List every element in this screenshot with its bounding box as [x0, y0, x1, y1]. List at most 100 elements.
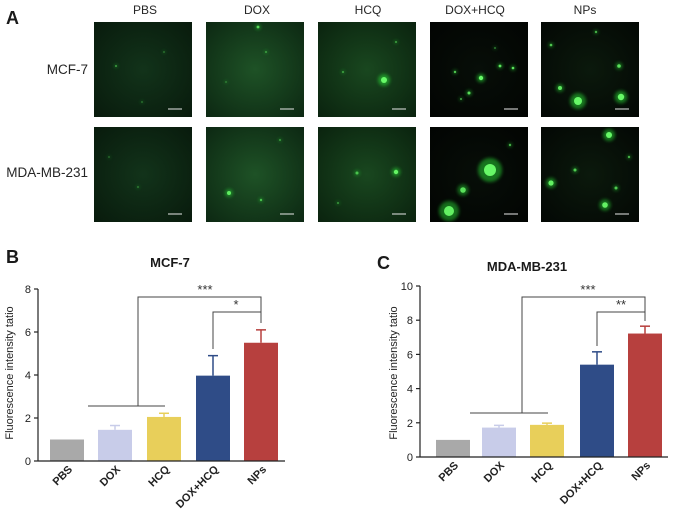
fluorescent-cell — [227, 191, 231, 195]
column-header-dox: DOX — [244, 3, 270, 17]
y-tick-label: 0 — [407, 452, 413, 464]
column-header-hcq: HCQ — [355, 3, 382, 17]
fluorescent-cell — [108, 156, 110, 158]
micrograph-mda-mb-231-hcq — [318, 127, 416, 222]
bar-dox-hcq — [580, 364, 614, 457]
y-tick-label: 6 — [407, 349, 413, 361]
micrograph-background — [318, 127, 416, 222]
y-axis-label-c: Fluorescence intensity tatio — [388, 306, 400, 439]
fluorescence-halo — [162, 50, 166, 54]
column-header-nps: NPs — [574, 3, 597, 17]
y-tick-label: 2 — [407, 418, 413, 430]
fluorescent-cell — [137, 186, 139, 188]
bar-dox — [98, 429, 132, 461]
fluorescent-cell — [558, 86, 562, 90]
fluorescent-cell — [444, 206, 454, 216]
fluorescence-halo — [336, 201, 340, 205]
micrograph-mcf-7-dox-hcq — [430, 22, 528, 117]
fluorescent-cell — [549, 43, 553, 47]
fluorescent-cell — [355, 171, 359, 175]
fluorescent-cell — [265, 51, 267, 53]
significance-label: * — [233, 297, 238, 312]
x-tick-label-pbs: PBS — [51, 464, 75, 488]
fluorescent-cell — [453, 70, 457, 74]
micrograph-mcf-7-hcq — [318, 22, 416, 117]
fluorescent-cell — [467, 91, 471, 95]
bar-pbs — [436, 439, 470, 457]
micrograph-mcf-7-nps — [541, 22, 639, 117]
fluorescence-halo — [278, 138, 282, 142]
micrograph-mda-mb-231-dox — [206, 127, 304, 222]
fluorescent-cell — [617, 93, 625, 101]
micrograph-mcf-7-dox — [206, 22, 304, 117]
fluorescent-cell — [381, 77, 387, 83]
fluorescent-cell — [141, 101, 143, 103]
fluorescent-cell — [342, 71, 344, 73]
bar-nps — [628, 333, 662, 457]
panel-b: B MCF-7 Fluorescence intensity tatio 0 2 4… — [4, 247, 285, 511]
row-label-mda-mb-231: MDA-MB-231 — [6, 165, 88, 180]
significance-label: *** — [197, 282, 212, 297]
fluorescent-cell — [498, 64, 502, 68]
y-tick-label: 10 — [401, 281, 413, 293]
fluorescent-cell — [511, 66, 515, 70]
micrograph-mcf-7-pbs — [94, 22, 192, 117]
fluorescence-halo — [136, 185, 140, 189]
fluorescent-cell — [393, 169, 399, 175]
significance-label: ** — [616, 297, 626, 312]
panel-a: A PBS DOX HCQ DOX+HCQ NPs MCF-7 MDA-MB-2… — [6, 3, 639, 222]
fluorescent-cell — [460, 187, 466, 193]
x-tick-label-hcq: HCQ — [529, 459, 555, 485]
micrograph-background — [206, 127, 304, 222]
fluorescent-cell — [225, 81, 227, 83]
x-tick-label-nps: NPs — [245, 464, 269, 488]
micrograph-background — [206, 22, 304, 117]
fluorescent-cell — [337, 202, 339, 204]
bar-dox-hcq — [196, 375, 230, 461]
panel-label-a: A — [6, 8, 19, 28]
significance-label: *** — [580, 282, 595, 297]
fluorescent-cell — [617, 64, 621, 68]
column-header-dox-hcq: DOX+HCQ — [445, 3, 505, 17]
bar-hcq — [530, 424, 564, 457]
x-tick-label-pbs: PBS — [437, 460, 461, 484]
fluorescent-cell — [484, 164, 496, 176]
y-tick-label: 6 — [25, 327, 31, 339]
y-tick-label: 2 — [25, 413, 31, 425]
micrograph-mda-mb-231-pbs — [94, 127, 192, 222]
y-tick-label: 0 — [25, 456, 31, 468]
fluorescent-cell — [548, 180, 554, 186]
micrograph-background — [541, 127, 639, 222]
y-tick-label: 4 — [25, 370, 31, 382]
significance-bracket — [88, 296, 262, 407]
panel-label-b: B — [6, 247, 19, 267]
fluorescent-cell — [594, 30, 598, 34]
chart-title-c: MDA-MB-231 — [487, 259, 567, 274]
y-tick-label: 8 — [25, 284, 31, 296]
fluorescent-cell — [478, 75, 484, 81]
fluorescent-cell — [115, 65, 117, 67]
x-tick-label-dox: DOX — [98, 463, 124, 489]
micrograph-background — [541, 22, 639, 117]
fluorescent-cell — [494, 47, 496, 49]
significance-bracket — [596, 311, 646, 346]
fluorescence-halo — [264, 50, 268, 54]
panel-c: C MDA-MB-231 Fluorescence intensity tati… — [377, 253, 668, 507]
panel-label-c: C — [377, 253, 390, 273]
fluorescence-halo — [107, 155, 111, 159]
bar-dox — [482, 427, 516, 457]
micrograph-background — [94, 127, 192, 222]
fluorescent-cell — [602, 202, 608, 208]
fluorescent-cell — [627, 155, 631, 159]
x-tick-label-dox-hcq: DOX+HCQ — [558, 459, 605, 506]
fluorescent-cell — [163, 51, 165, 53]
x-tick-label-hcq: HCQ — [146, 463, 172, 489]
bar-hcq — [147, 416, 181, 461]
fluorescent-cell — [573, 168, 577, 172]
y-axis-label-b: Fluorescence intensity tatio — [4, 306, 16, 439]
bar-nps — [244, 342, 278, 461]
x-tick-label-dox: DOX — [482, 459, 508, 485]
bar-pbs — [50, 439, 84, 461]
